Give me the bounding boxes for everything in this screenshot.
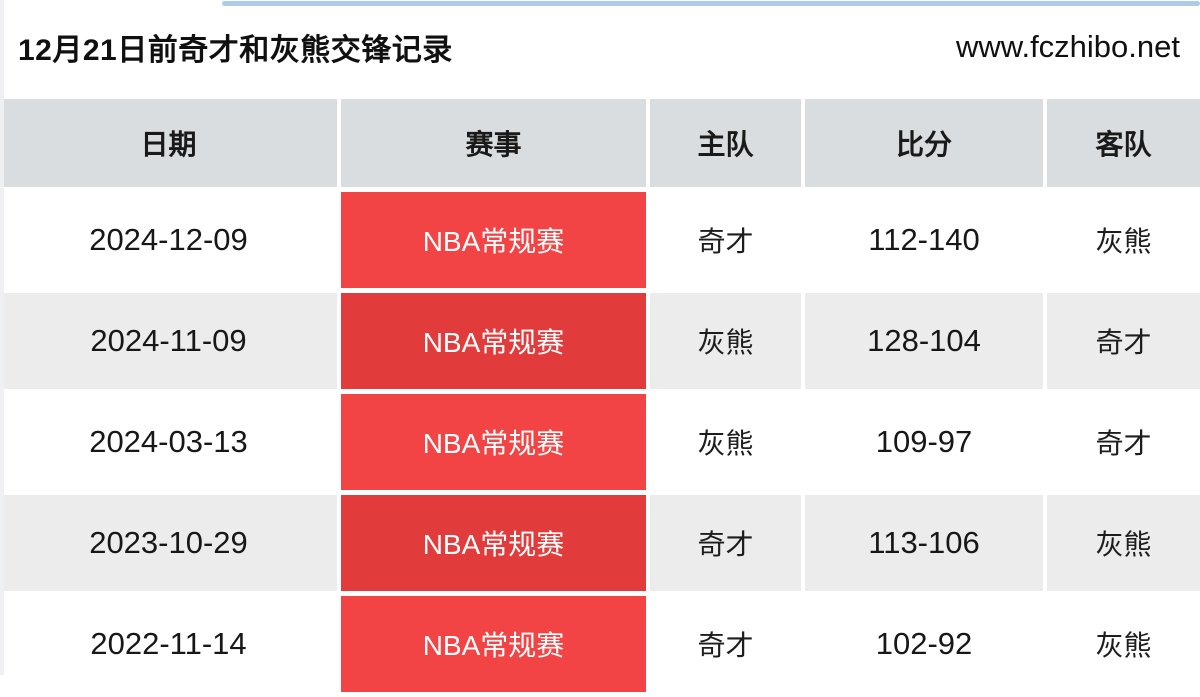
title-bar: 12月21日前奇才和灰熊交锋记录 www.fczhibo.net (0, 0, 1200, 94)
top-accent-line (222, 1, 1200, 6)
score-cell: 109-97 (801, 394, 1043, 490)
site-url-watermark: www.fczhibo.net (956, 29, 1180, 64)
competition-badge: NBA常规赛 (337, 192, 646, 288)
away-team-cell: 奇才 (1043, 394, 1200, 490)
col-header-away: 客队 (1043, 99, 1200, 187)
table-row: 2022-11-14 NBA常规赛 奇才 102-92 灰熊 (0, 596, 1200, 692)
home-team-cell: 奇才 (646, 495, 801, 591)
competition-badge: NBA常规赛 (337, 394, 646, 490)
home-team-cell: 奇才 (646, 192, 801, 288)
table-header-row: 日期 赛事 主队 比分 客队 (0, 99, 1200, 187)
away-team-cell: 灰熊 (1043, 596, 1200, 692)
score-cell: 112-140 (801, 192, 1043, 288)
left-edge-strip (0, 0, 4, 675)
score-cell: 102-92 (801, 596, 1043, 692)
score-cell: 113-106 (801, 495, 1043, 591)
col-header-score: 比分 (801, 99, 1043, 187)
table-row: 2024-11-09 NBA常规赛 灰熊 128-104 奇才 (0, 293, 1200, 389)
competition-badge: NBA常规赛 (337, 495, 646, 591)
competition-badge: NBA常规赛 (337, 596, 646, 692)
away-team-cell: 灰熊 (1043, 495, 1200, 591)
col-header-home: 主队 (646, 99, 801, 187)
home-team-cell: 奇才 (646, 596, 801, 692)
away-team-cell: 灰熊 (1043, 192, 1200, 288)
away-team-cell: 奇才 (1043, 293, 1200, 389)
date-cell: 2024-03-13 (0, 394, 337, 490)
h2h-record-table: 日期 赛事 主队 比分 客队 2024-12-09 NBA常规赛 奇才 112-… (0, 94, 1200, 697)
col-header-competition: 赛事 (337, 99, 646, 187)
date-cell: 2024-12-09 (0, 192, 337, 288)
date-cell: 2024-11-09 (0, 293, 337, 389)
table-row: 2023-10-29 NBA常规赛 奇才 113-106 灰熊 (0, 495, 1200, 591)
date-cell: 2022-11-14 (0, 596, 337, 692)
home-team-cell: 灰熊 (646, 394, 801, 490)
page-title: 12月21日前奇才和灰熊交锋记录 (18, 34, 453, 67)
table-row: 2024-03-13 NBA常规赛 灰熊 109-97 奇才 (0, 394, 1200, 490)
date-cell: 2023-10-29 (0, 495, 337, 591)
col-header-date: 日期 (0, 99, 337, 187)
score-cell: 128-104 (801, 293, 1043, 389)
table-row: 2024-12-09 NBA常规赛 奇才 112-140 灰熊 (0, 192, 1200, 288)
home-team-cell: 灰熊 (646, 293, 801, 389)
competition-badge: NBA常规赛 (337, 293, 646, 389)
